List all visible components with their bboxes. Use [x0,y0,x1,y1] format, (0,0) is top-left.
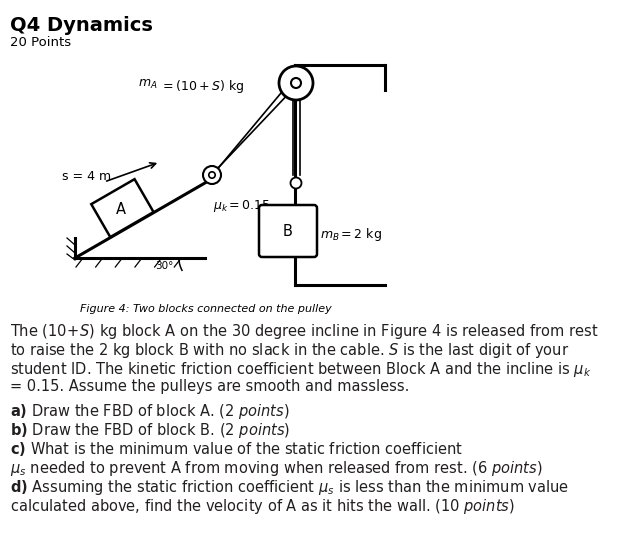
Circle shape [279,66,313,100]
FancyBboxPatch shape [259,205,317,257]
Text: to raise the 2 kg block B with no slack in the cable. $S$ is the last digit of y: to raise the 2 kg block B with no slack … [10,341,569,360]
Circle shape [209,172,215,178]
Text: = 0.15. Assume the pulleys are smooth and massless.: = 0.15. Assume the pulleys are smooth an… [10,379,410,394]
Text: $m_B = 2\ \mathrm{kg}$: $m_B = 2\ \mathrm{kg}$ [320,226,382,243]
Text: $\mu_k = 0.15$: $\mu_k = 0.15$ [213,198,271,214]
Circle shape [290,178,302,189]
Circle shape [203,166,221,184]
Text: Q4 Dynamics: Q4 Dynamics [10,16,153,35]
Text: $= (10+S)\ \mathrm{kg}$: $= (10+S)\ \mathrm{kg}$ [160,78,244,95]
Text: calculated above, find the velocity of A as it hits the wall. $\mathit{(10\ poin: calculated above, find the velocity of A… [10,497,515,516]
Text: Figure 4: Two blocks connected on the pulley: Figure 4: Two blocks connected on the pu… [80,304,332,314]
Text: B: B [283,223,293,239]
Text: $\mathbf{d)}$ Assuming the static friction coefficient $\mu_s$ is less than the : $\mathbf{d)}$ Assuming the static fricti… [10,478,569,497]
Text: $\mu_s$ needed to prevent A from moving when released from rest. $\mathit{(6\ po: $\mu_s$ needed to prevent A from moving … [10,459,542,478]
Text: $m_A$: $m_A$ [138,78,158,91]
Text: 20 Points: 20 Points [10,36,71,49]
Text: A: A [115,202,126,217]
Text: student ID. The kinetic friction coefficient between Block A and the incline is : student ID. The kinetic friction coeffic… [10,360,591,379]
Text: The $(10\!+\!S)$ kg block A on the 30 degree incline in Figure 4 is released fro: The $(10\!+\!S)$ kg block A on the 30 de… [10,322,598,341]
Text: $\mathbf{b)}$ Draw the FBD of block B. $\mathit{(2\ points)}$: $\mathbf{b)}$ Draw the FBD of block B. $… [10,421,290,440]
Text: $\mathbf{c)}$ What is the minimum value of the static friction coefficient: $\mathbf{c)}$ What is the minimum value … [10,440,463,458]
Text: 30°: 30° [155,261,174,271]
Circle shape [291,78,301,88]
Text: s = 4 m: s = 4 m [62,170,111,183]
Polygon shape [91,179,154,237]
Text: $\mathbf{a)}$ Draw the FBD of block A. $\mathit{(2\ points)}$: $\mathbf{a)}$ Draw the FBD of block A. $… [10,402,290,421]
